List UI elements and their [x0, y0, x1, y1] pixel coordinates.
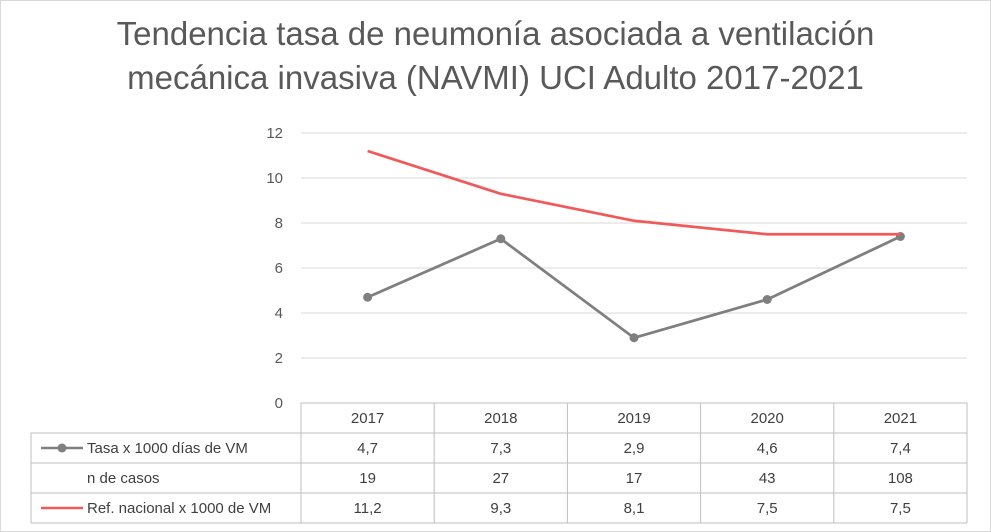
- data-table: 2017 2018 2019 2020 2021 Tasa x 1000 días de …: [30, 402, 968, 524]
- table-cell-r2-c1: 9,3: [490, 500, 511, 517]
- series-layer: [363, 149, 905, 343]
- series-line-1: [367, 149, 901, 236]
- table-cell-r0-c2: 2,9: [624, 440, 645, 457]
- table-cell-r2-c2: 8,1: [624, 500, 645, 517]
- series-line-0: [367, 235, 901, 340]
- table-row-label-0: Tasa x 1000 días de VM: [87, 440, 248, 457]
- y-tick-label-4: 4: [275, 305, 283, 322]
- table-cell-r2-c0: 11,2: [354, 500, 382, 517]
- table-cell-r1-c0: 19: [359, 470, 376, 487]
- series-point-0-2020: [762, 295, 772, 304]
- y-tick-label-2: 2: [275, 350, 283, 367]
- table-cell-r1-c2: 17: [626, 470, 643, 487]
- y-tick-label-8: 8: [275, 215, 283, 232]
- legend-marker-tasa: [57, 443, 67, 453]
- chart-title-line-1: Tendencia tasa de neumonía asociada a ve…: [116, 15, 875, 52]
- x-tick-label-2020: 2020: [751, 410, 784, 427]
- y-tick-label-0: 0: [275, 395, 283, 412]
- table-cell-r2-c4: 7,5: [890, 500, 911, 517]
- x-tick-label-2019: 2019: [617, 410, 650, 427]
- series-point-0-2018: [496, 234, 506, 244]
- table-cell-r0-c0: 4,7: [357, 440, 378, 457]
- table-cell-r0-c4: 7,4: [890, 440, 911, 457]
- x-tick-label-2018: 2018: [484, 410, 517, 427]
- y-tick-label-10: 10: [266, 170, 283, 187]
- table-cell-r0-c3: 4,6: [757, 440, 778, 457]
- series-point-0-2017: [363, 292, 373, 302]
- table-cell-r2-c3: 7,5: [757, 500, 778, 517]
- y-tick-label-6: 6: [275, 260, 283, 277]
- x-tick-label-2021: 2021: [884, 410, 917, 427]
- y-axis-ticks: 0 2 4 6 8 10 12: [266, 125, 283, 412]
- table-cell-r1-c1: 27: [492, 470, 509, 487]
- gridlines: [301, 132, 967, 359]
- table-cell-r1-c3: 43: [759, 470, 776, 487]
- y-tick-label-12: 12: [266, 125, 283, 142]
- table-row-label-2: Ref. nacional x 1000 de VM: [87, 500, 271, 517]
- chart-title: Tendencia tasa de neumonía asociada a ve…: [0, 12, 991, 100]
- table-cell-r1-c4: 108: [888, 470, 913, 487]
- table-row-label-1: n de casos: [87, 470, 160, 487]
- x-tick-label-2017: 2017: [351, 410, 384, 427]
- table-cell-r0-c1: 7,3: [490, 440, 511, 457]
- chart-title-line-2: mecánica invasiva (NAVMI) UCI Adulto 201…: [127, 59, 864, 96]
- series-point-0-2019: [629, 333, 639, 343]
